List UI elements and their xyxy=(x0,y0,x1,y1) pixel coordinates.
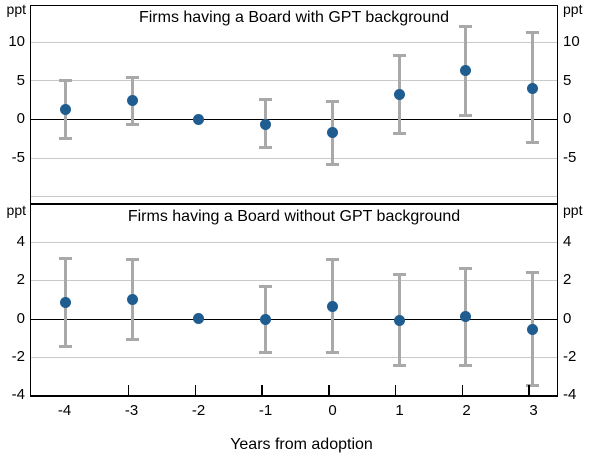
error-bar-cap-top xyxy=(526,30,540,34)
y-tick-label: 0 xyxy=(16,110,25,128)
data-point xyxy=(193,114,205,126)
zero-line xyxy=(31,118,557,120)
data-point xyxy=(393,315,405,327)
data-point xyxy=(126,94,138,106)
error-bar-cap-bottom xyxy=(58,344,72,348)
x-tick-label: -4 xyxy=(57,402,72,419)
y-tick-label: 2 xyxy=(16,271,25,289)
data-point xyxy=(326,300,338,312)
y-tick-label: 4 xyxy=(16,233,25,251)
y-tick-label: 4 xyxy=(563,233,572,251)
y-tick-label: -4 xyxy=(11,386,25,403)
error-bar-cap-top xyxy=(459,24,473,28)
x-tick-mark xyxy=(528,385,530,395)
data-point xyxy=(59,296,71,308)
x-axis-title: Years from adoption xyxy=(230,436,373,453)
data-point xyxy=(126,294,138,306)
x-tick-mark xyxy=(328,385,330,395)
error-bar-cap-bottom xyxy=(125,122,139,126)
error-bar-cap-bottom xyxy=(459,114,473,118)
y-tick-label: 10 xyxy=(563,33,580,51)
error-bar-cap-top xyxy=(58,78,72,82)
data-point xyxy=(460,64,472,76)
y-tick-label: 0 xyxy=(16,309,25,327)
gridline xyxy=(31,80,557,82)
y-tick-label: -5 xyxy=(563,149,577,167)
gridline xyxy=(31,356,557,358)
panel-without-gpt-background: Firms having a Board without GPT backgro… xyxy=(30,203,558,397)
x-tick-mark xyxy=(127,385,130,395)
error-bar-cap-bottom xyxy=(58,136,72,140)
error-bar-cap-top xyxy=(526,271,540,275)
unit-label-bottom-left: ppt xyxy=(6,202,26,218)
data-point xyxy=(460,311,472,323)
gridline xyxy=(31,157,557,159)
error-bar-cap-top xyxy=(259,284,273,288)
data-point xyxy=(527,323,539,335)
y-tick-label: -5 xyxy=(11,149,25,167)
x-tick-label: 3 xyxy=(529,402,538,419)
error-bar-cap-top xyxy=(325,257,339,261)
error-bar-cap-bottom xyxy=(259,351,273,355)
x-tick-mark xyxy=(394,385,397,395)
y-tick-label: -4 xyxy=(563,386,577,403)
y-tick-label: 5 xyxy=(563,71,572,89)
panel-title: Firms having a Board with GPT background xyxy=(138,9,450,26)
gridline xyxy=(31,196,557,198)
error-bar-cap-bottom xyxy=(325,351,339,355)
error-bar-cap-top xyxy=(392,54,406,57)
gridline xyxy=(31,242,557,244)
x-tick-label: -3 xyxy=(124,402,139,419)
y-tick-label: 10 xyxy=(8,33,25,51)
gridline xyxy=(31,41,557,43)
data-point xyxy=(193,313,205,325)
panel-title: Firms having a Board without GPT backgro… xyxy=(127,208,461,225)
error-bar-cap-top xyxy=(392,273,406,277)
data-point xyxy=(326,127,338,139)
data-point xyxy=(260,314,272,326)
error-bar-cap-bottom xyxy=(526,141,540,145)
y-tick-label: 2 xyxy=(563,271,572,289)
zero-line xyxy=(31,318,557,320)
data-point xyxy=(527,82,539,94)
unit-label-top-right: ppt xyxy=(563,1,583,17)
x-tick-mark xyxy=(194,385,197,395)
y-tick-label: 0 xyxy=(563,309,572,327)
error-bar-cap-bottom xyxy=(325,163,339,167)
x-tick-mark xyxy=(261,385,263,395)
x-tick-label: 2 xyxy=(462,402,471,419)
unit-label-top-left: ppt xyxy=(6,1,26,17)
error-bar-cap-top xyxy=(259,98,273,102)
error-bar-cap-bottom xyxy=(392,132,406,136)
error-bar-cap-bottom xyxy=(392,363,406,367)
x-tick-label: -2 xyxy=(191,402,206,419)
unit-label-bottom-right: ppt xyxy=(563,202,583,218)
panel-with-gpt-background: Firms having a Board with GPT background xyxy=(30,5,558,203)
x-tick-label: -1 xyxy=(258,402,273,419)
error-bar-cap-bottom xyxy=(125,338,139,342)
error-bar-cap-top xyxy=(125,257,139,261)
error-bar-cap-top xyxy=(459,266,473,270)
data-point xyxy=(393,89,405,101)
x-tick-mark xyxy=(461,385,464,395)
data-point xyxy=(260,118,272,130)
error-bar-cap-bottom xyxy=(526,383,540,387)
x-axis-tick-labels: -4 -3 -2 -1 0 1 2 3 xyxy=(30,401,558,421)
error-bar-cap-top xyxy=(125,76,139,80)
data-point xyxy=(59,104,71,116)
error-bar-cap-bottom xyxy=(259,146,273,150)
error-bar-cap-top xyxy=(58,256,72,260)
y-tick-label: -2 xyxy=(563,347,577,365)
y-tick-label: 5 xyxy=(16,71,25,89)
y-tick-label: -2 xyxy=(11,347,25,365)
error-bar-cap-bottom xyxy=(459,363,473,367)
error-bar-cap-top xyxy=(325,99,339,103)
x-tick-label: 0 xyxy=(328,402,337,419)
y-tick-label: 0 xyxy=(563,110,572,128)
x-tick-label: 1 xyxy=(395,402,404,419)
gridline xyxy=(31,280,557,282)
